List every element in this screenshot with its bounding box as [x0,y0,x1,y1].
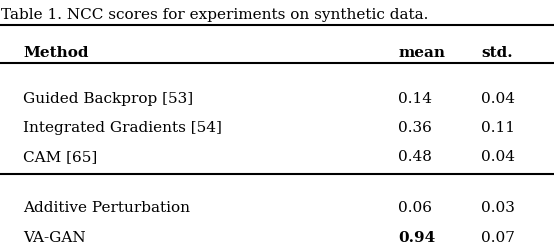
Text: 0.94: 0.94 [398,231,435,245]
Text: Integrated Gradients [54]: Integrated Gradients [54] [23,121,222,135]
Text: 0.07: 0.07 [481,231,515,245]
Text: std.: std. [481,46,512,61]
Text: 0.04: 0.04 [481,150,515,164]
Text: Table 1. NCC scores for experiments on synthetic data.: Table 1. NCC scores for experiments on s… [2,8,429,22]
Text: 0.03: 0.03 [481,201,515,215]
Text: 0.04: 0.04 [481,92,515,106]
Text: Guided Backprop [53]: Guided Backprop [53] [23,92,193,106]
Text: 0.11: 0.11 [481,121,515,135]
Text: CAM [65]: CAM [65] [23,150,98,164]
Text: VA-GAN: VA-GAN [23,231,86,245]
Text: mean: mean [398,46,445,61]
Text: 0.06: 0.06 [398,201,432,215]
Text: 0.48: 0.48 [398,150,432,164]
Text: Additive Perturbation: Additive Perturbation [23,201,191,215]
Text: 0.14: 0.14 [398,92,432,106]
Text: 0.36: 0.36 [398,121,432,135]
Text: Method: Method [23,46,89,61]
